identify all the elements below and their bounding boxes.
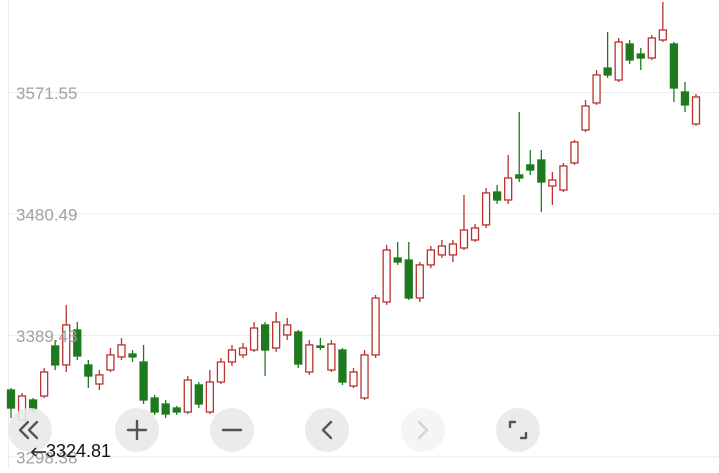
candle-body (95, 374, 104, 385)
candle-body (614, 41, 623, 81)
candle-body (437, 245, 447, 256)
candle-body (73, 329, 82, 357)
candle-body (6, 389, 16, 409)
candle-body (349, 371, 358, 387)
candle-body (216, 361, 226, 383)
low-marker-arrow (30, 447, 46, 457)
candle-body (238, 347, 248, 356)
candle-body (548, 179, 557, 187)
candle-body (51, 345, 60, 366)
candle-body (570, 141, 579, 164)
candle-body (680, 91, 690, 106)
scroll-left-button[interactable] (8, 408, 52, 452)
candle-body (647, 37, 656, 59)
candle-body (117, 344, 126, 358)
candle-body (470, 227, 480, 241)
candle-body (448, 243, 458, 256)
candle-body (128, 353, 137, 358)
candle-body (481, 192, 491, 226)
grid (9, 92, 719, 458)
candle-body (106, 354, 115, 371)
previous-button[interactable] (305, 408, 349, 452)
candle-body (504, 177, 513, 201)
candle-body (526, 164, 535, 171)
candle-body (283, 324, 292, 336)
candle-body (658, 29, 668, 41)
candle-body (559, 165, 568, 191)
candle-body (603, 67, 612, 76)
candle-body (260, 324, 270, 351)
y-tick-label: 3298.38 (16, 448, 77, 467)
zoom-in-button[interactable] (115, 408, 159, 452)
candle-body (183, 379, 192, 413)
low-marker: 3324.81 (30, 441, 111, 461)
candle-body (150, 397, 159, 413)
candle-body (636, 53, 645, 59)
candle-body (371, 297, 380, 356)
next-button[interactable] (401, 408, 445, 452)
candle-body (415, 264, 424, 299)
candle-body (316, 345, 325, 348)
candle-body (249, 327, 259, 351)
y-tick-label: 3389.43 (16, 327, 77, 346)
candle-body (669, 43, 679, 89)
candle-body (139, 361, 148, 401)
candle-body (459, 229, 469, 249)
candle-body (492, 191, 502, 201)
candle-body (161, 403, 170, 415)
y-axis-labels: 3571.55 3480.49 3389.43 3298.38 (16, 84, 77, 467)
candle-body (515, 174, 524, 179)
toolbar (8, 408, 540, 452)
candle-body (39, 371, 49, 397)
candle-body (537, 159, 546, 183)
candle-body (294, 331, 303, 365)
fullscreen-button[interactable] (496, 408, 540, 452)
candle-body (338, 349, 347, 383)
candle-body (360, 354, 369, 399)
y-tick-label: 3571.55 (16, 84, 77, 103)
candle-body (84, 364, 93, 377)
candle-body (404, 259, 413, 299)
y-tick-label: 3480.49 (16, 205, 77, 224)
candle-body (172, 407, 181, 413)
candle-body (194, 384, 203, 405)
candles (6, 2, 701, 422)
candle-body (382, 249, 391, 303)
candle-body (581, 105, 590, 131)
candle-body (62, 324, 71, 366)
candle-body (305, 344, 314, 373)
candle-body (272, 321, 281, 349)
zoom-out-button[interactable] (210, 408, 254, 452)
candle-body (205, 381, 215, 413)
candle-body (426, 249, 435, 266)
candle-body (327, 343, 336, 371)
candle-body (625, 43, 634, 61)
candle-body (691, 96, 701, 125)
low-marker-label: 3324.81 (46, 441, 111, 461)
candle-body (393, 257, 402, 263)
candle-body (227, 349, 237, 363)
candle-body (592, 74, 601, 104)
